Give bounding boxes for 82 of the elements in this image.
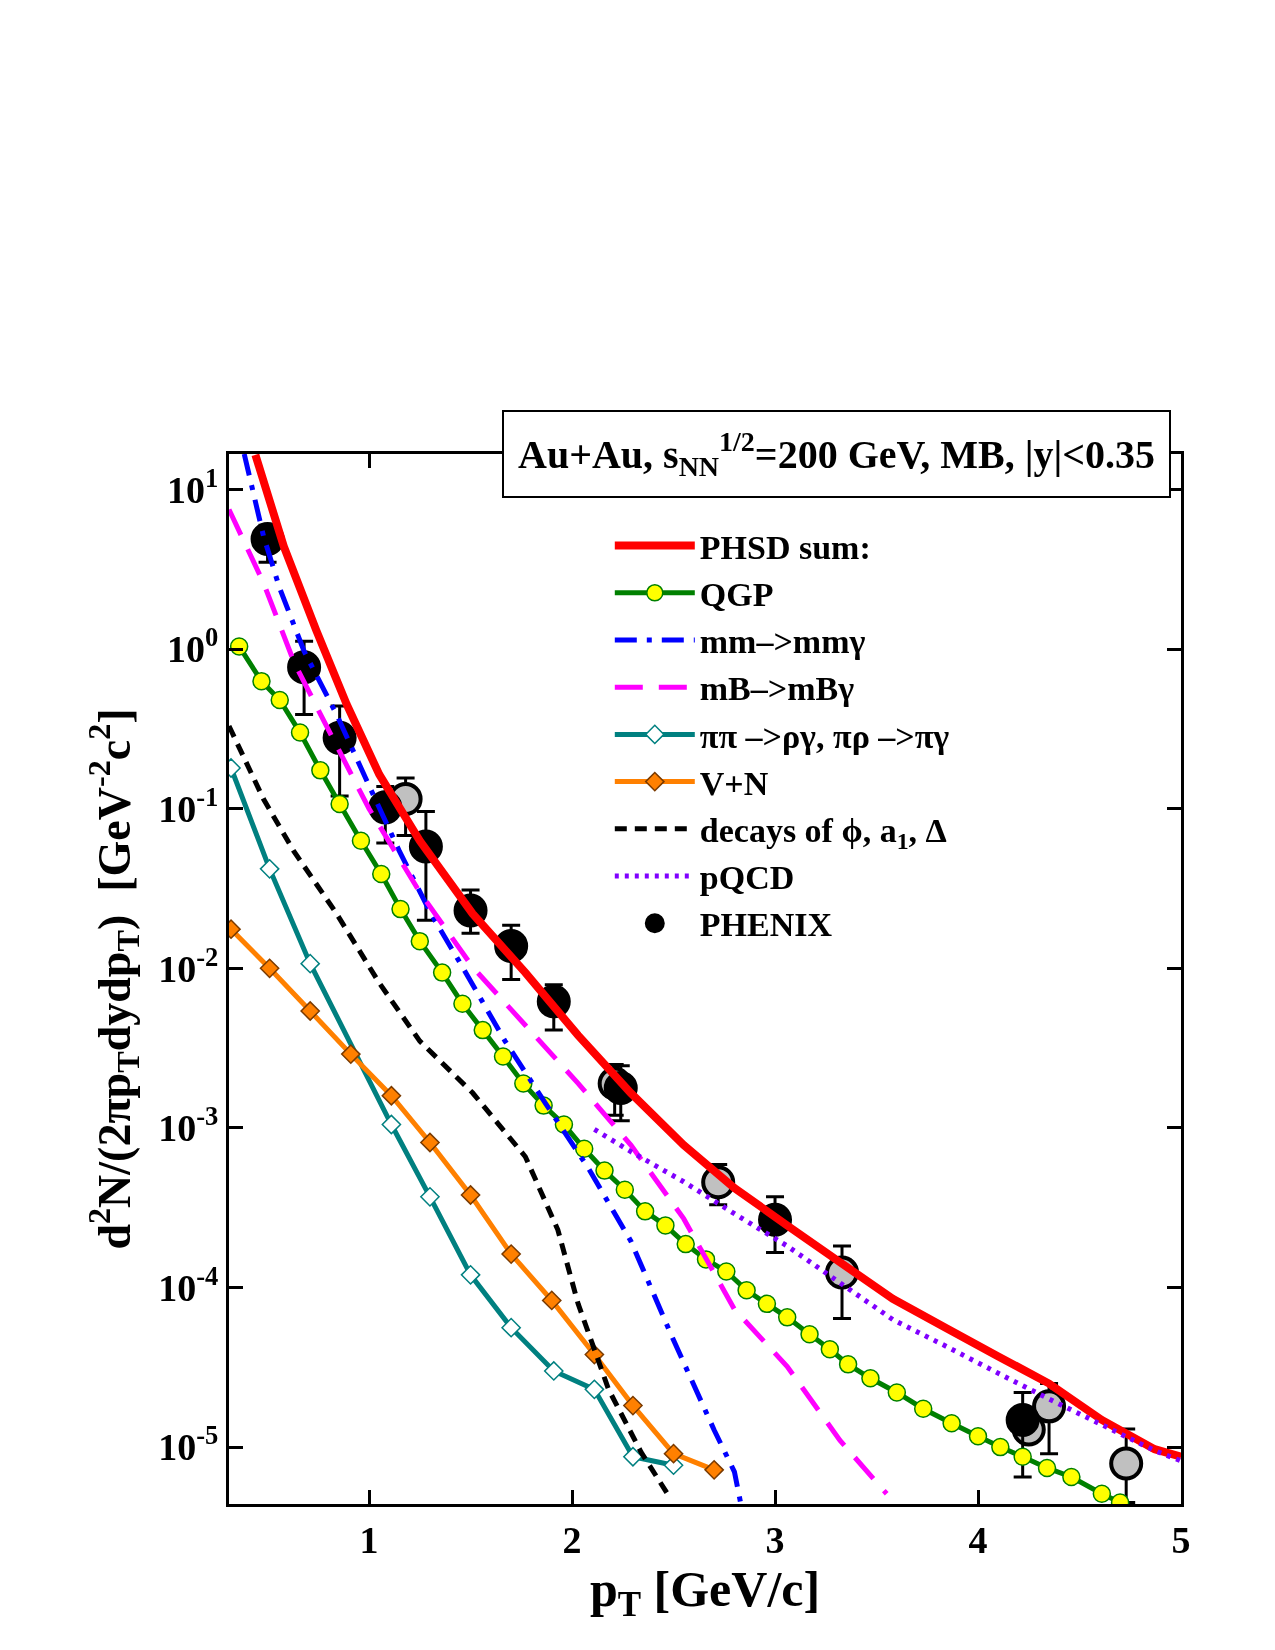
- point: [372, 864, 391, 884]
- point: [300, 953, 321, 974]
- point: [800, 1324, 819, 1344]
- point: [252, 671, 271, 691]
- legend-label: decays of ϕ, a$_{1}$, Δ: [699, 812, 947, 855]
- point: [420, 1132, 440, 1153]
- point: [623, 1446, 643, 1467]
- legend-label: mB–>mBγ: [699, 670, 855, 708]
- point: [300, 1001, 321, 1021]
- legend-label: pQCD: [699, 859, 795, 897]
- point: [942, 1414, 961, 1433]
- x-tick-label: 5: [1171, 1518, 1191, 1561]
- point: [1062, 1467, 1081, 1487]
- y-tick-label: 10$^{-3}$: [158, 1101, 219, 1150]
- x-tick-label: 3: [765, 1518, 785, 1561]
- legend-label: QGP: [699, 576, 774, 614]
- point: [1013, 1447, 1032, 1466]
- point: [663, 1443, 684, 1464]
- y-tick-label: 10$^{-4}$: [158, 1260, 219, 1309]
- point: [381, 1085, 402, 1106]
- point: [340, 1044, 361, 1064]
- point: [584, 1379, 605, 1400]
- legend-label: mm–>mmγ: [699, 623, 866, 661]
- point: [381, 1114, 402, 1135]
- point: [595, 1161, 614, 1180]
- y-tick-label: 10$^{1}$: [167, 462, 219, 511]
- point: [311, 761, 330, 780]
- point: [717, 1262, 736, 1281]
- point: [270, 690, 289, 710]
- point: [656, 1216, 675, 1235]
- point: [351, 831, 371, 850]
- x-tick-label: 4: [968, 1518, 988, 1561]
- point: [1037, 1458, 1057, 1478]
- point: [1109, 1446, 1144, 1481]
- point: [460, 1265, 481, 1285]
- point: [615, 1180, 635, 1199]
- point: [820, 1340, 840, 1359]
- point: [861, 1369, 880, 1388]
- point: [574, 1139, 594, 1159]
- chart-title: Au+Au, s$_{NN}$$^{1/2}$=200 GeV, MB, |y|<0.35: [518, 426, 1156, 483]
- point: [887, 1383, 907, 1402]
- point: [913, 1399, 933, 1418]
- legend-label: PHENIX: [699, 906, 833, 944]
- y-tick-label: 10$^{-2}$: [158, 941, 219, 990]
- legend-label: PHSD sum:: [699, 528, 871, 566]
- point: [501, 1244, 521, 1264]
- point: [460, 1185, 481, 1205]
- point: [838, 1355, 858, 1374]
- point: [432, 963, 452, 982]
- point: [493, 1047, 513, 1066]
- legend-label: V+N: [699, 764, 769, 802]
- point: [330, 794, 349, 814]
- point: [473, 1020, 492, 1040]
- point: [777, 1308, 797, 1327]
- point: [453, 994, 472, 1013]
- point: [991, 1437, 1010, 1457]
- point: [501, 1317, 521, 1338]
- point: [968, 1426, 988, 1446]
- point: [757, 1294, 777, 1314]
- point: [541, 1290, 562, 1311]
- legend-label: ππ –>ργ, πρ –>πγ: [699, 717, 950, 755]
- y-tick-label: 10$^{-1}$: [158, 782, 219, 831]
- point: [420, 1186, 440, 1207]
- y-tick-label: 10$^{0}$: [167, 622, 219, 671]
- x-tick-label: 2: [562, 1518, 582, 1561]
- y-tick-label: 10$^{-5}$: [158, 1420, 219, 1469]
- point: [514, 1074, 533, 1093]
- point: [704, 1460, 724, 1480]
- x-axis-title: p$_{T}$ [GeV/c]: [589, 1560, 821, 1625]
- point: [543, 1361, 564, 1381]
- x-tick-label: 1: [359, 1518, 379, 1561]
- point: [259, 859, 280, 879]
- point: [737, 1281, 756, 1300]
- point: [290, 723, 310, 742]
- point: [676, 1234, 695, 1254]
- point: [623, 1395, 643, 1416]
- point: [259, 958, 280, 979]
- point: [1005, 1402, 1040, 1437]
- point: [635, 1202, 655, 1221]
- point: [1092, 1484, 1112, 1504]
- point: [391, 899, 410, 919]
- point: [410, 931, 430, 951]
